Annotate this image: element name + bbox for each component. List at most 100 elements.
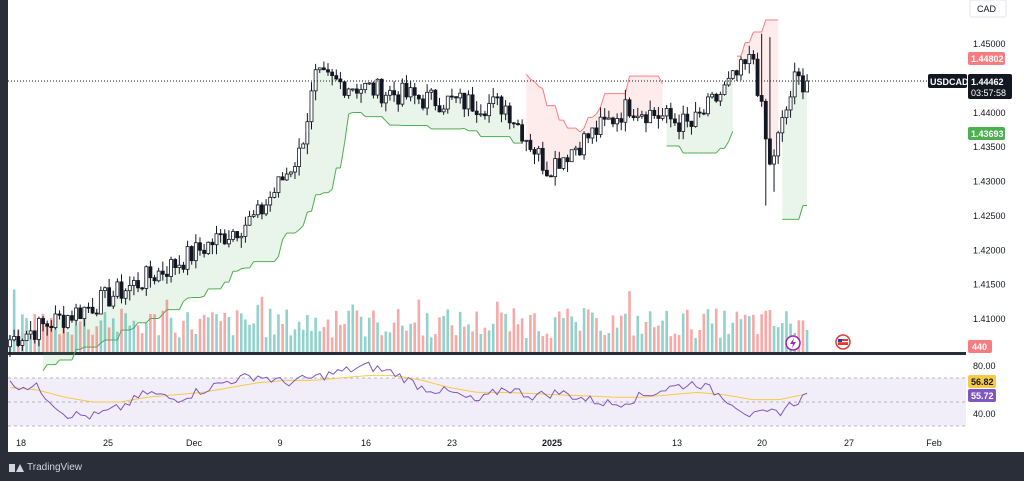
trailing-band-fill: [534, 81, 539, 155]
candle-body: [474, 110, 479, 116]
volume-bar: [413, 322, 417, 352]
trailing-band-fill: [319, 67, 324, 195]
candle-body: [602, 116, 607, 120]
candle-body: [706, 96, 710, 115]
candle-body: [189, 246, 194, 262]
candle-body: [396, 94, 401, 105]
volume-bar: [442, 315, 445, 352]
rsi-tag: [968, 389, 996, 402]
trailing-band-segment: [579, 127, 585, 133]
us-flag-icon[interactable]: [835, 334, 851, 350]
volume-bar: [99, 320, 103, 352]
candle-body: [107, 287, 112, 307]
trailing-band-fill: [567, 128, 572, 162]
volume-bar: [681, 313, 685, 352]
candle-body: [12, 336, 17, 341]
candle-body: [330, 71, 335, 76]
lightning-icon[interactable]: [785, 335, 801, 351]
candle-body: [759, 95, 764, 102]
volume-bar: [628, 291, 631, 352]
candle-body: [412, 87, 417, 96]
volume-bar: [595, 318, 598, 352]
volume-bar: [359, 316, 363, 352]
candle-body: [243, 224, 248, 237]
volume-value: 440: [972, 342, 987, 352]
candle-body: [495, 96, 500, 99]
volume-bar: [768, 309, 772, 352]
candle-body: [185, 246, 190, 270]
candle-body: [70, 315, 74, 321]
volume-bar: [714, 308, 718, 352]
candle-body: [61, 314, 66, 328]
price-tick-label: 1.43500: [973, 142, 1006, 152]
candle-body: [466, 94, 471, 110]
volume-bar: [727, 333, 730, 352]
trailing-band-fill: [133, 280, 139, 329]
time-axis[interactable]: [8, 430, 966, 452]
trailing-band-fill: [212, 233, 217, 289]
volume-bar: [306, 315, 309, 352]
trailing-band-fill: [282, 174, 287, 240]
rsi-line: [9, 361, 808, 420]
volume-bar: [764, 310, 768, 352]
candle-body: [131, 280, 136, 286]
candle-body: [441, 108, 446, 113]
candle-body: [780, 117, 785, 134]
trailing-band-segment: [187, 297, 192, 299]
candle-body: [582, 133, 586, 156]
candle-body: [326, 69, 330, 73]
volume-bar: [549, 337, 553, 352]
volume-bar: [524, 338, 528, 352]
candle-body: [540, 147, 545, 171]
candle-body: [714, 93, 719, 102]
candle-body: [173, 259, 178, 268]
candle-body: [644, 114, 648, 124]
candle-body: [619, 118, 624, 123]
candle-body: [388, 90, 392, 96]
trailing-band-fill: [253, 204, 258, 262]
trailing-band-segment: [241, 267, 246, 270]
candle-body: [53, 313, 58, 329]
trailing-band-fill: [224, 239, 229, 283]
volume-bar: [120, 308, 123, 352]
trailing-band-fill: [356, 89, 362, 113]
candle-body: [20, 340, 25, 346]
trailing-band-fill: [274, 176, 279, 262]
price-tick-label: 1.43000: [973, 177, 1006, 187]
candle-body: [631, 115, 636, 119]
volume-bar: [239, 313, 243, 352]
candle-body: [743, 59, 748, 65]
trailing-band-fill: [559, 120, 564, 169]
trailing-band-segment: [678, 145, 684, 154]
candle-body: [57, 313, 62, 316]
volume-bar: [434, 334, 437, 352]
volume-bar: [739, 319, 743, 352]
volume-bar: [529, 314, 532, 352]
volume-bar: [161, 310, 165, 352]
trailing-band-fill: [418, 98, 423, 126]
currency-box[interactable]: [969, 0, 1007, 18]
candle-body: [37, 318, 41, 340]
candle-body: [350, 88, 355, 91]
candle-body: [507, 105, 512, 124]
candle-body: [334, 75, 339, 80]
candle-body: [491, 96, 496, 105]
candle-body: [421, 98, 425, 109]
volume-bar: [326, 319, 330, 352]
trailing-band-fill: [220, 233, 225, 289]
volume-bar: [140, 333, 144, 352]
candle-body: [379, 78, 384, 104]
trailing-band-segment: [798, 205, 804, 220]
tradingview-brand[interactable]: TradingView: [9, 462, 82, 473]
trailing-band-fill: [699, 113, 704, 153]
trailing-band-fill: [332, 75, 337, 190]
volume-bar: [107, 327, 111, 352]
candle-body: [524, 139, 529, 142]
price-pane[interactable]: [8, 0, 966, 352]
candle-body: [528, 139, 533, 150]
volume-bar: [264, 337, 268, 352]
volume-bar: [29, 335, 32, 352]
candle-body: [751, 54, 756, 60]
candle-body: [639, 114, 644, 117]
